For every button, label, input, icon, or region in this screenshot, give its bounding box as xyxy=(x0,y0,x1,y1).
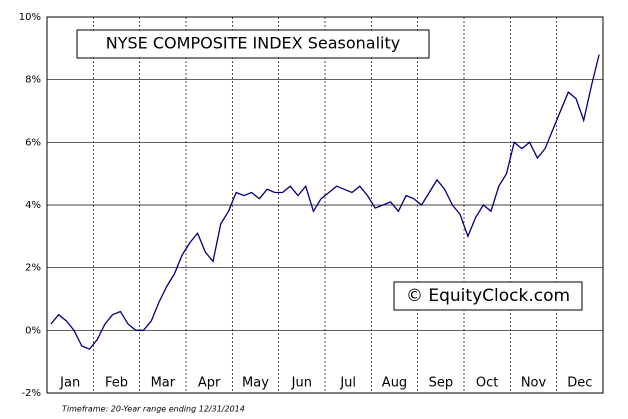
x-tick-label: Feb xyxy=(105,376,128,391)
x-tick-label: Dec xyxy=(567,376,592,391)
x-tick-label: Jun xyxy=(291,376,312,391)
y-tick-label: 4% xyxy=(25,200,41,211)
series-line xyxy=(50,54,600,350)
chart-title: NYSE COMPOSITE INDEX Seasonality xyxy=(106,34,400,53)
x-tick-label: Apr xyxy=(198,376,221,391)
y-tick-label: 6% xyxy=(25,137,41,148)
y-tick-label: 10% xyxy=(19,12,41,23)
x-tick-label: Nov xyxy=(521,376,547,391)
x-tick-label: Mar xyxy=(151,376,176,391)
title-box xyxy=(76,29,430,59)
x-tick-label: May xyxy=(242,376,269,391)
y-tick-label: -2% xyxy=(22,388,41,399)
y-tick-label: 2% xyxy=(25,263,41,274)
y-tick-label: 8% xyxy=(25,75,41,86)
x-tick-label: Jul xyxy=(339,376,356,391)
x-tick-label: Aug xyxy=(382,376,407,391)
y-tick-label: 0% xyxy=(25,325,41,336)
footnote: Timeframe: 20-Year range ending 12/31/20… xyxy=(62,405,245,414)
x-tick-label: Oct xyxy=(476,376,498,391)
x-tick-label: Sep xyxy=(429,376,454,391)
x-tick-label: Jan xyxy=(59,376,80,391)
watermark-box xyxy=(393,281,583,311)
watermark: © EquityClock.com xyxy=(406,286,570,306)
